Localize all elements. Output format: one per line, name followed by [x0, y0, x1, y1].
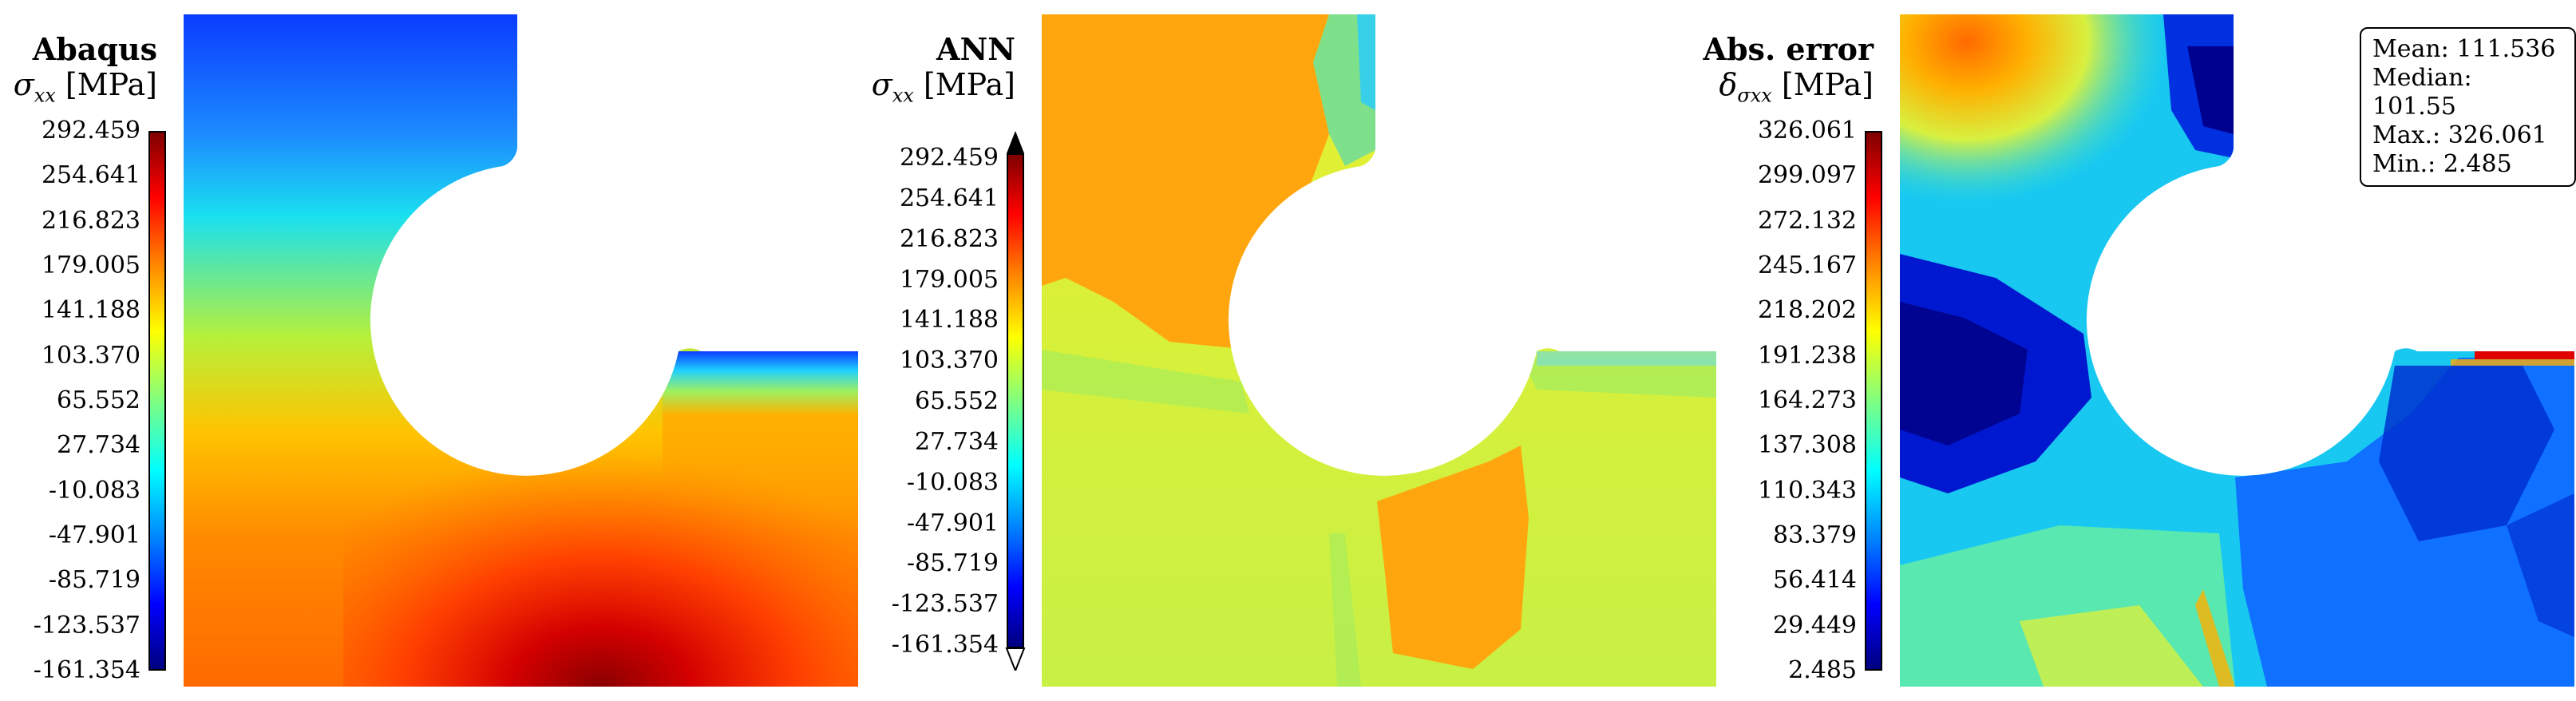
tick-label: 83.379 [1773, 521, 1857, 549]
colorbar-ticks: 326.061 299.097 272.132 245.167 218.202 … [1716, 119, 1857, 683]
tick-label: 27.734 [915, 427, 999, 456]
tick-label: 56.414 [1773, 566, 1857, 595]
colorbar [148, 131, 166, 671]
error-field [1900, 14, 2574, 687]
tick-label: -10.083 [48, 476, 140, 505]
tick-label: 254.641 [899, 184, 999, 212]
stat-max: Max.: 326.061 [2372, 121, 2547, 149]
panel-title: Abaqus σxx [MPa] [14, 32, 157, 113]
tick-label: -123.537 [33, 611, 140, 640]
tick-label: 179.005 [41, 251, 140, 279]
tick-label: 29.449 [1773, 611, 1857, 640]
tick-label: 141.188 [899, 306, 999, 335]
tick-label: 103.370 [41, 341, 140, 370]
colorbar [1007, 153, 1024, 648]
quantity-label: σxx [MPa] [13, 67, 157, 107]
tick-label: -85.719 [906, 549, 999, 578]
tick-label: -161.354 [33, 656, 140, 684]
quantity-label: δσxx [MPa] [1719, 67, 1874, 107]
tick-label: 299.097 [1757, 161, 1857, 190]
title-label: ANN [936, 31, 1015, 67]
tick-label: 103.370 [899, 347, 999, 375]
tick-label: 216.823 [41, 206, 140, 235]
tick-label: 216.823 [899, 224, 999, 253]
tick-label: -161.354 [891, 631, 999, 659]
title-label: Abs. error [1703, 31, 1874, 67]
panel-title: ANN σxx [MPa] [872, 32, 1015, 113]
tick-label: 245.167 [1757, 251, 1857, 279]
title-label: Abaqus [32, 31, 157, 67]
tick-label: 254.641 [41, 161, 140, 190]
colorbar-ticks: 292.459 254.641 216.823 179.005 141.188 … [858, 146, 999, 657]
tick-label: 2.485 [1788, 656, 1857, 684]
tick-label: 179.005 [899, 265, 999, 294]
tick-label: -123.537 [891, 590, 999, 619]
tick-label: 65.552 [57, 386, 140, 414]
error-stats-box: Mean: 111.536 Median: 101.55 Max.: 326.0… [2360, 27, 2576, 187]
tick-label: 191.238 [1757, 341, 1857, 370]
stress-field-ann [1042, 14, 1716, 687]
tick-label: 292.459 [899, 144, 999, 172]
stat-mean: Mean: 111.536 [2372, 35, 2556, 63]
tick-label: 137.308 [1757, 431, 1857, 460]
tick-label: -85.719 [48, 566, 140, 595]
tick-label: -47.901 [906, 509, 999, 537]
tick-label: 164.273 [1757, 386, 1857, 414]
quantity-label: σxx [MPa] [871, 67, 1015, 107]
tick-label: 110.343 [1757, 476, 1857, 505]
tick-label: 65.552 [915, 387, 999, 415]
colorbar [1865, 131, 1882, 671]
panel-ann: ANN σxx [MPa] 292.459 254.641 216.823 17… [858, 0, 1716, 701]
tick-label: 218.202 [1757, 296, 1857, 325]
tick-label: 141.188 [41, 296, 140, 325]
panel-abaqus: Abaqus σxx [MPa] 292.459 254.641 216.823… [0, 0, 858, 701]
tick-label: 27.734 [57, 431, 140, 460]
tick-label: -47.901 [48, 521, 140, 549]
stat-min: Min.: 2.485 [2372, 150, 2512, 178]
colorbar-ticks: 292.459 254.641 216.823 179.005 141.188 … [0, 119, 140, 683]
tick-label: -10.083 [906, 468, 999, 497]
tick-label: 292.459 [41, 117, 140, 145]
tick-label: 272.132 [1757, 206, 1857, 235]
stat-median: Median: 101.55 [2372, 64, 2472, 121]
colorbar-extend-arrows [1005, 131, 1026, 671]
tick-label: 326.061 [1757, 117, 1857, 145]
panel-title: Abs. error δσxx [MPa] [1703, 32, 1874, 113]
stress-field-abaqus [184, 14, 858, 687]
panel-abs-error: Abs. error δσxx [MPa] 326.061 299.097 27… [1703, 0, 2576, 701]
